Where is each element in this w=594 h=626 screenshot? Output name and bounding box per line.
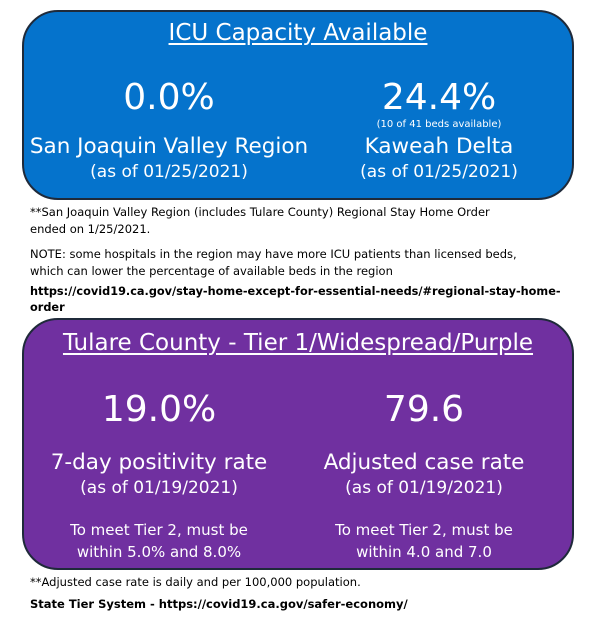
case-rate-name: Adjusted case rate [323, 450, 525, 475]
licensed-beds-note: NOTE: some hospitals in the region may h… [30, 246, 517, 279]
icu-kaweah-value: 24.4% [381, 77, 497, 118]
case-rate-req-line2: within 4.0 and 7.0 [356, 542, 492, 561]
positivity-label-group: 7-day positivity rate (as of 01/19/2021) [24, 450, 294, 499]
positivity-req-line2: within 5.0% and 8.0% [76, 542, 242, 561]
positivity-req-line1: To meet Tier 2, must be [70, 521, 248, 539]
licensed-beds-note-line2: which can lower the percentage of availa… [30, 263, 393, 278]
icu-kaweah-date: (as of 01/25/2021) [360, 161, 518, 182]
icu-kaweah-column: 24.4% (10 of 41 beds available) [314, 77, 564, 131]
stay-home-note-line2: ended on 1/25/2021. [30, 221, 151, 236]
case-rate-date: (as of 01/19/2021) [345, 477, 503, 498]
regional-order-link[interactable]: https://covid19.ca.gov/stay-home-except-… [30, 285, 561, 315]
tier-title: Tulare County - Tier 1/Widespread/Purple [62, 330, 534, 356]
icu-capacity-panel: ICU Capacity Available 0.0% San Joaquin … [22, 10, 574, 200]
icu-kaweah-beds: (10 of 41 beds available) [376, 119, 502, 130]
icu-region-name: San Joaquin Valley Region [29, 134, 309, 159]
stay-home-note-line1: **San Joaquin Valley Region (includes Tu… [30, 205, 490, 219]
case-rate-column: 79.6 [294, 392, 554, 428]
positivity-value: 19.0% [101, 389, 217, 430]
stay-home-note: **San Joaquin Valley Region (includes Tu… [30, 204, 490, 237]
icu-region-value: 0.0% [123, 77, 215, 118]
tier-status-panel: Tulare County - Tier 1/Widespread/Purple… [22, 318, 574, 570]
icu-kaweah-name: Kaweah Delta [364, 134, 514, 159]
icu-title: ICU Capacity Available [168, 20, 428, 46]
positivity-date: (as of 01/19/2021) [80, 477, 238, 498]
licensed-beds-note-line1: NOTE: some hospitals in the region may h… [30, 247, 517, 261]
icu-region-date: (as of 01/25/2021) [90, 161, 248, 182]
icu-kaweah-label-group: Kaweah Delta (as of 01/25/2021) [314, 134, 564, 183]
state-tier-link[interactable]: State Tier System - https://covid19.ca.g… [30, 597, 408, 611]
case-rate-requirement: To meet Tier 2, must be within 4.0 and 7… [294, 520, 554, 564]
case-rate-value: 79.6 [383, 389, 465, 430]
case-rate-req-line1: To meet Tier 2, must be [335, 521, 513, 539]
positivity-requirement: To meet Tier 2, must be within 5.0% and … [24, 520, 294, 564]
positivity-column: 19.0% [24, 392, 294, 428]
icu-region-label-group: San Joaquin Valley Region (as of 01/25/2… [24, 134, 314, 183]
positivity-name: 7-day positivity rate [50, 450, 268, 475]
case-rate-label-group: Adjusted case rate (as of 01/19/2021) [294, 450, 554, 499]
icu-region-column: 0.0% [24, 80, 314, 116]
case-rate-footnote: **Adjusted case rate is daily and per 10… [30, 575, 361, 589]
